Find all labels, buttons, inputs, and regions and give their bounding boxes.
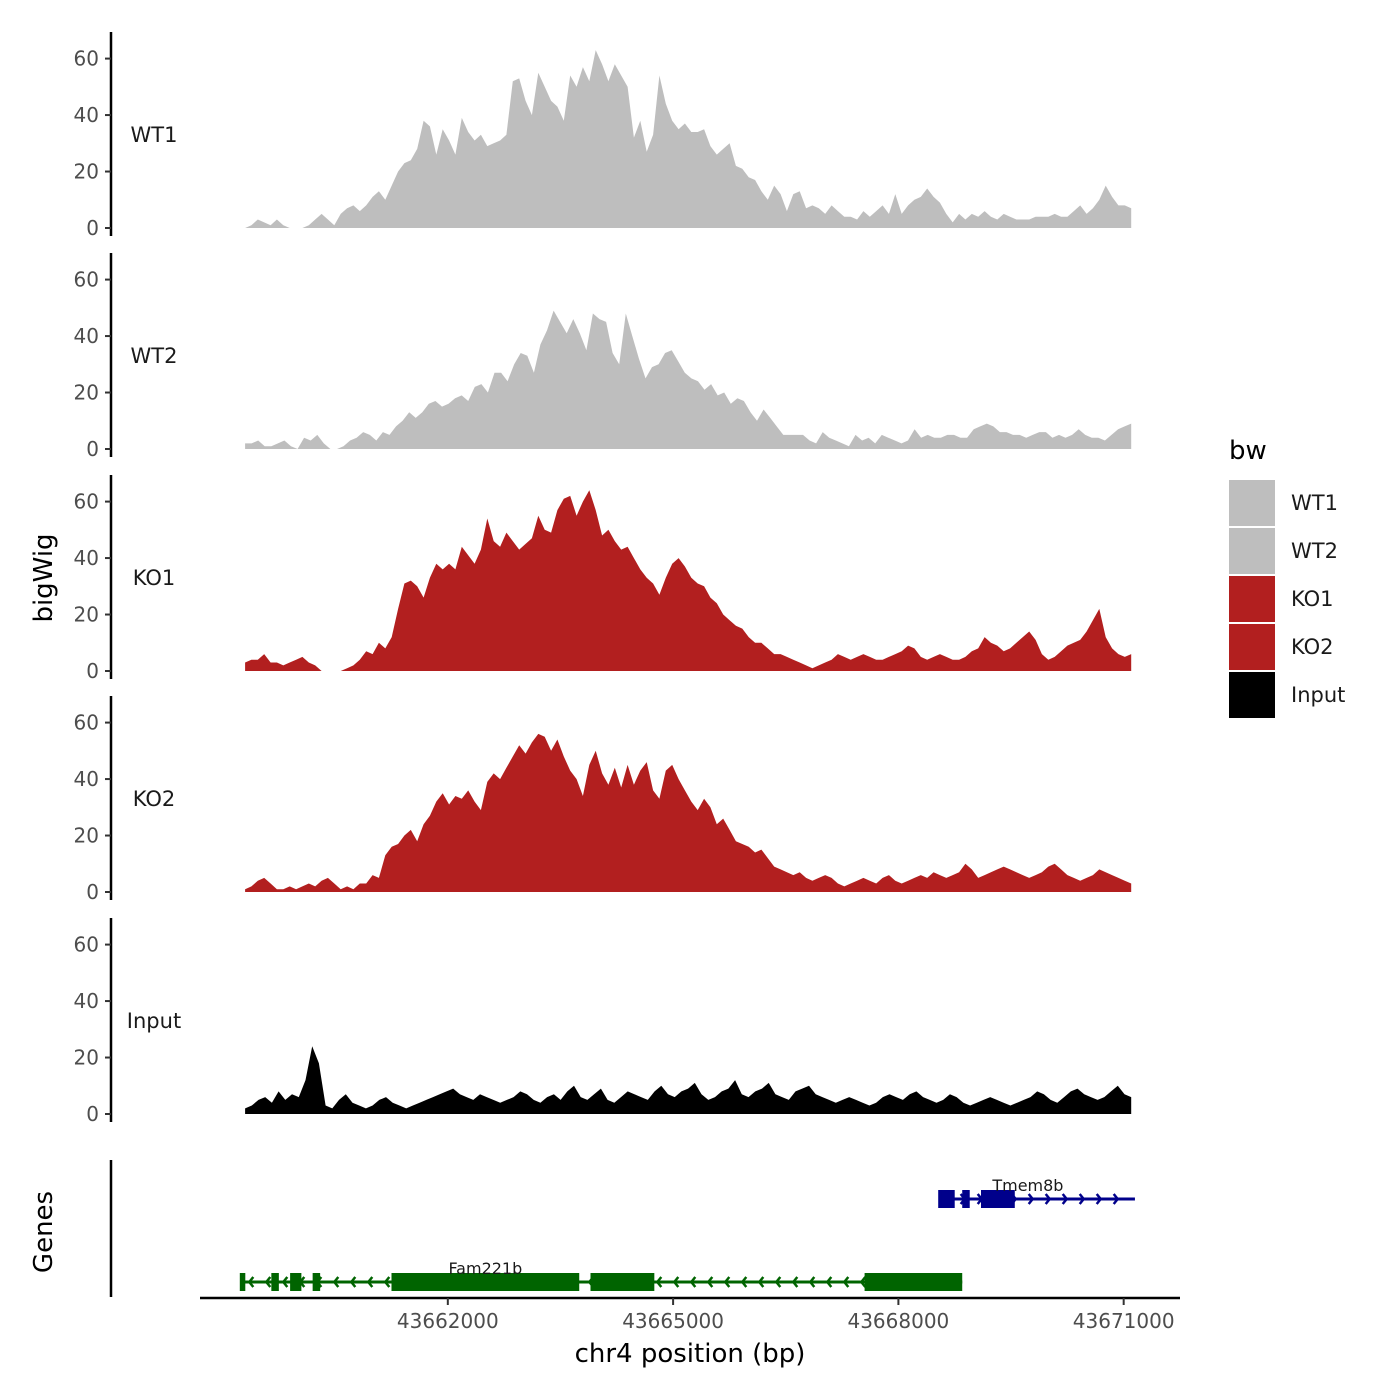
gene-exon: [241, 1273, 246, 1291]
gene-label-fam221b: Fam221b: [448, 1259, 522, 1278]
x-tick-label: 43665000: [622, 1309, 724, 1333]
y-axis-title: bigWig: [29, 533, 59, 622]
area-input: [245, 1046, 1132, 1114]
y-tick-label: 0: [86, 437, 99, 461]
strand-arrow: [825, 1276, 833, 1288]
strand-arrow: [689, 1276, 697, 1288]
area-ko2: [245, 733, 1132, 892]
track-label-wt2: WT2: [131, 344, 178, 368]
y-tick-label: 40: [74, 989, 99, 1013]
y-tick-label: 40: [74, 767, 99, 791]
track-ko1: 0 20 40 60 KO1: [74, 475, 1132, 683]
strand-arrow: [1112, 1193, 1120, 1205]
y-tick-label: 0: [86, 1102, 99, 1126]
legend: bw WT1 WT2 KO1 KO2 Input: [1229, 436, 1345, 718]
gene-exon: [312, 1273, 321, 1291]
strand-arrow: [1061, 1193, 1069, 1205]
y-tick-label: 40: [74, 546, 99, 570]
gene-exon: [864, 1273, 963, 1291]
legend-swatch-wt2: [1229, 528, 1275, 574]
legend-swatch-ko2: [1229, 624, 1275, 670]
track-label-input: Input: [127, 1009, 181, 1033]
legend-title: bw: [1229, 436, 1267, 466]
area-wt1: [245, 50, 1132, 228]
strand-arrow: [1044, 1193, 1052, 1205]
strand-arrow: [383, 1276, 391, 1288]
genes-layer: Tmem8b Fam221b: [109, 1160, 1135, 1297]
strand-arrow: [757, 1276, 765, 1288]
y-tick-label: 60: [74, 268, 99, 292]
y-tick-label: 20: [74, 603, 99, 627]
area-wt2: [245, 310, 1132, 449]
strand-arrow: [332, 1276, 340, 1288]
strand-arrow: [842, 1276, 850, 1288]
strand-arrow: [366, 1276, 374, 1288]
strand-arrow: [264, 1276, 272, 1288]
gene-fam221b: Fam221b: [239, 1259, 963, 1291]
legend-label-ko1: KO1: [1291, 587, 1334, 611]
legend-swatch-input: [1229, 672, 1275, 718]
gene-tmem8b: Tmem8b: [938, 1176, 1135, 1208]
y-tick-label: 0: [86, 880, 99, 904]
strand-arrow: [281, 1276, 289, 1288]
area-ko1: [245, 490, 1132, 671]
strand-arrow: [349, 1276, 357, 1288]
y-tick-label: 0: [86, 659, 99, 683]
gene-exon: [980, 1190, 1015, 1208]
x-axis: 43662000 43665000 43668000 43671000: [200, 1296, 1180, 1333]
strand-arrow: [740, 1276, 748, 1288]
legend-label-wt2: WT2: [1291, 539, 1338, 563]
tracks-layer: 0 20 40 60 WT1 0 20 40 60 WT2 0 20 40 60 KO1 0 20 40 60 KO2…: [74, 32, 1132, 1126]
gene-exon: [290, 1273, 302, 1291]
track-input: 0 20 40 60 Input: [74, 918, 1132, 1126]
legend-label-wt1: WT1: [1291, 491, 1338, 515]
strand-arrow: [655, 1276, 663, 1288]
track-label-wt1: WT1: [131, 123, 178, 147]
y-tick-label: 60: [74, 47, 99, 71]
legend-label-input: Input: [1291, 683, 1345, 707]
y-tick-label: 40: [74, 103, 99, 127]
strand-arrow: [859, 1276, 867, 1288]
track-label-ko2: KO2: [133, 787, 176, 811]
track-ko2: 0 20 40 60 KO2: [74, 696, 1132, 904]
y-tick-label: 60: [74, 490, 99, 514]
strand-arrow: [706, 1276, 714, 1288]
strand-arrow: [247, 1276, 255, 1288]
y-tick-label: 60: [74, 711, 99, 735]
track-wt1: 0 20 40 60 WT1: [74, 32, 1132, 240]
gene-exon: [939, 1190, 955, 1208]
gene-label-tmem8b: Tmem8b: [991, 1176, 1063, 1195]
strand-arrow: [723, 1276, 731, 1288]
track-wt2: 0 20 40 60 WT2: [74, 253, 1132, 461]
strand-arrow: [808, 1276, 816, 1288]
legend-swatch-ko1: [1229, 576, 1275, 622]
y-tick-label: 40: [74, 324, 99, 348]
y-tick-label: 20: [74, 824, 99, 848]
y-tick-label: 20: [74, 1046, 99, 1070]
y-tick-label: 60: [74, 933, 99, 957]
strand-arrow: [1078, 1193, 1086, 1205]
x-axis-title: chr4 position (bp): [575, 1339, 806, 1369]
y-tick-label: 20: [74, 381, 99, 405]
strand-arrow: [791, 1276, 799, 1288]
track-label-ko1: KO1: [133, 566, 176, 590]
gene-exon: [271, 1273, 279, 1291]
gene-exon: [962, 1190, 970, 1208]
x-tick-label: 43671000: [1073, 1309, 1175, 1333]
strand-arrow: [672, 1276, 680, 1288]
y-tick-label: 0: [86, 216, 99, 240]
x-tick-label: 43662000: [397, 1309, 499, 1333]
strand-arrow: [1027, 1193, 1035, 1205]
legend-label-ko2: KO2: [1291, 635, 1334, 659]
strand-arrow: [1095, 1193, 1103, 1205]
genes-track-title: Genes: [29, 1191, 59, 1273]
gene-exon: [391, 1273, 580, 1291]
strand-arrow: [774, 1276, 782, 1288]
gene-exon: [590, 1273, 655, 1291]
x-tick-label: 43668000: [847, 1309, 949, 1333]
y-tick-label: 20: [74, 160, 99, 184]
legend-swatch-wt1: [1229, 480, 1275, 526]
